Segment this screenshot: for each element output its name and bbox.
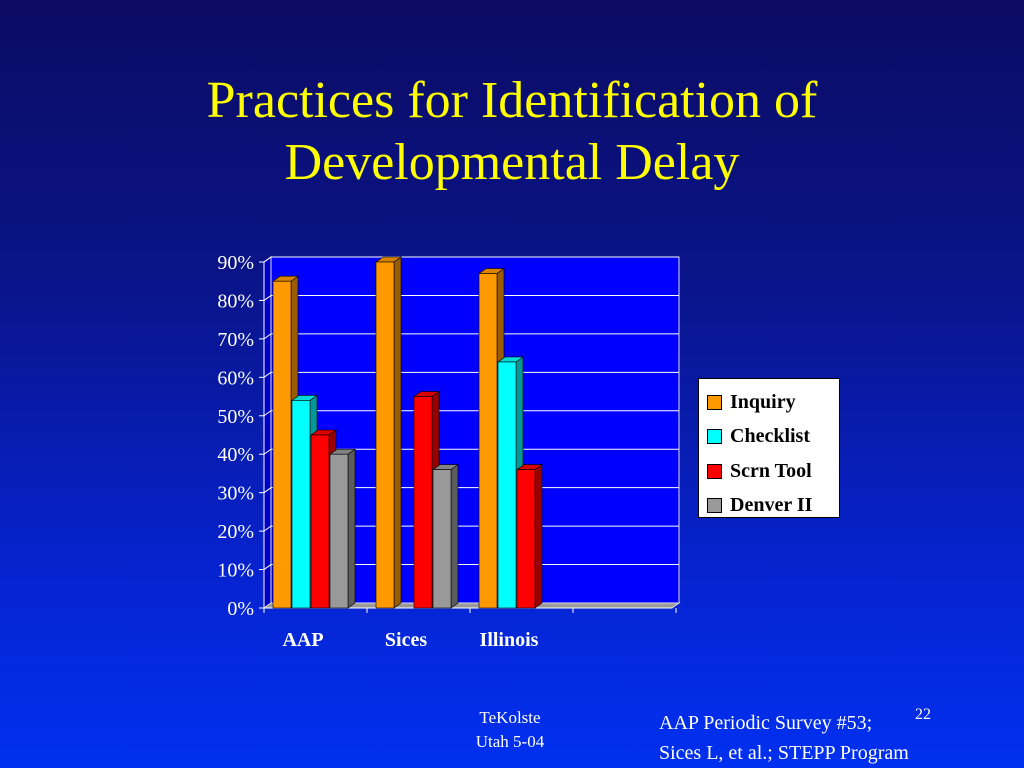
legend-label-inquiry: Inquiry xyxy=(730,390,796,413)
gridline xyxy=(263,256,679,263)
gridline xyxy=(263,410,679,417)
gridline xyxy=(263,564,679,570)
gridline xyxy=(263,448,679,455)
bar-scrn-tool-sices xyxy=(413,396,433,609)
plot-side-wall xyxy=(263,256,272,609)
slide-number: 22 xyxy=(915,706,931,723)
bar-checklist-aap xyxy=(291,400,311,609)
gridline xyxy=(263,371,679,378)
footer-sources: AAP Periodic Survey #53; Sices L, et al.… xyxy=(659,708,909,768)
title-line-1: Practices for Identification of xyxy=(206,72,818,129)
legend-label-checklist: Checklist xyxy=(730,425,810,448)
legend-swatch-inquiry xyxy=(707,394,722,410)
bar-side xyxy=(450,464,459,609)
chart-legend: Inquiry Checklist Scrn Tool Denver II xyxy=(698,378,840,518)
slide-title: Practices for Identification of Developm… xyxy=(112,70,912,194)
footer-source-2: Sices L, et al.; STEPP Program xyxy=(659,742,909,764)
legend-swatch-denver-ii xyxy=(707,498,722,514)
y-tick-label: 80% xyxy=(217,290,254,312)
y-tick-label: 0% xyxy=(227,598,254,620)
bar-denver-ii-sices xyxy=(432,469,452,609)
bar-scrn-tool-aap xyxy=(310,434,330,609)
gridline xyxy=(263,487,679,494)
bar-side xyxy=(393,256,402,609)
x-tick-label: Sices xyxy=(385,629,427,651)
footer-author-place: Utah 5-04 xyxy=(475,732,545,751)
y-tick-label: 10% xyxy=(217,560,254,582)
legend-swatch-scrn-tool xyxy=(707,463,722,479)
legend-label-denver-ii: Denver II xyxy=(730,494,813,517)
y-tick-label: 50% xyxy=(217,406,254,428)
footer-author-name: TeKolste xyxy=(479,708,541,727)
footer-source-1: AAP Periodic Survey #53; xyxy=(659,712,873,734)
y-tick-label: 60% xyxy=(217,367,254,389)
gridline xyxy=(263,333,679,340)
bar-denver-ii-aap xyxy=(329,453,349,609)
bar-side xyxy=(534,464,543,609)
legend-swatch-checklist xyxy=(707,429,722,445)
y-tick-label: 30% xyxy=(217,483,254,505)
title-line-2: Developmental Delay xyxy=(284,134,740,191)
legend-item-inquiry: Inquiry xyxy=(699,385,839,420)
y-tick-label: 20% xyxy=(217,521,254,543)
footer-author: TeKolste Utah 5-04 xyxy=(440,706,580,754)
legend-label-scrn-tool: Scrn Tool xyxy=(730,459,812,482)
x-tick-label: AAP xyxy=(282,629,323,651)
x-tick-label: Illinois xyxy=(480,629,539,651)
bar-side xyxy=(347,448,356,609)
y-tick-label: 90% xyxy=(217,252,254,274)
bar-inquiry-aap xyxy=(272,280,292,609)
gridline xyxy=(263,525,679,532)
y-tick-label: 40% xyxy=(217,444,254,466)
legend-item-scrn-tool: Scrn Tool xyxy=(699,454,839,489)
bar-scrn-tool-illinois xyxy=(516,469,536,609)
legend-item-denver-ii: Denver II xyxy=(699,489,839,524)
y-tick-label: 70% xyxy=(217,329,254,351)
gridline xyxy=(263,294,679,301)
bar-inquiry-sices xyxy=(375,261,395,609)
legend-item-checklist: Checklist xyxy=(699,420,839,455)
bar-inquiry-illinois xyxy=(478,273,498,609)
bar-checklist-illinois xyxy=(497,361,517,609)
